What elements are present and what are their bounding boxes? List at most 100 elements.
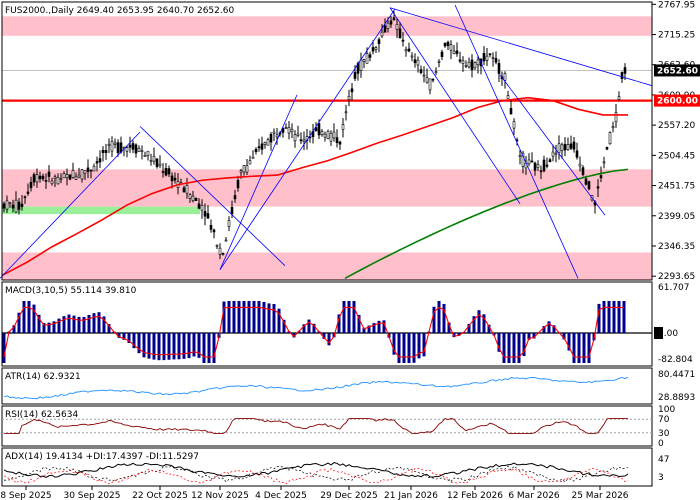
macd-bar [567, 333, 571, 351]
macd-bar [87, 314, 91, 333]
macd-bar [17, 312, 21, 333]
candle-body [395, 24, 399, 30]
macd-bar [267, 303, 271, 333]
macd-bar [182, 333, 186, 359]
candle-body [620, 72, 624, 79]
candle-body [428, 78, 432, 91]
macd-tick-label: -82.804 [658, 355, 693, 365]
candle-body [50, 180, 54, 184]
zone-mask [200, 206, 652, 215]
price-tick-label: 2715.25 [658, 31, 695, 41]
candle-body [185, 185, 189, 194]
candle-body [257, 146, 261, 149]
macd-bar [82, 316, 86, 333]
candle-body [302, 139, 306, 142]
candle-body [62, 173, 66, 179]
candle-body [71, 170, 75, 178]
price-tick-label: 2504.45 [658, 151, 695, 161]
candle-body [368, 54, 372, 58]
candle-body [65, 174, 69, 178]
macd-bar [377, 320, 381, 333]
macd-bar [72, 315, 76, 333]
candle-body [170, 175, 174, 182]
macd-bar [227, 301, 231, 333]
candle-body [353, 72, 357, 79]
candle-body [599, 175, 603, 179]
candle-body [248, 160, 252, 165]
candle-body [518, 154, 522, 157]
macd-bar [282, 319, 286, 333]
candle-body [539, 170, 543, 173]
macd-bar [397, 333, 401, 363]
candle-body [110, 141, 114, 152]
candle-body [434, 71, 438, 74]
macd-bar [367, 325, 371, 333]
candle-body [104, 150, 108, 153]
candle-body [542, 159, 546, 172]
macd-bar [562, 333, 566, 340]
macd-bar [97, 312, 101, 333]
candle-body [89, 169, 93, 172]
macd-bar [602, 301, 606, 333]
candle-body [86, 167, 90, 172]
macd-histogram [2, 301, 626, 363]
candle-body [152, 155, 156, 162]
macd-bar [442, 303, 446, 333]
candle-body [251, 156, 255, 159]
candle-body [68, 174, 72, 180]
macd-bar [482, 314, 486, 333]
candle-body [299, 139, 303, 142]
panel-title-atr: ATR(14) 62.9321 [5, 372, 81, 382]
candle-body [545, 164, 549, 167]
candles [2, 11, 627, 260]
macd-bar [52, 321, 56, 333]
candle-body [8, 202, 12, 204]
candle-body [497, 63, 501, 74]
candle-body [44, 180, 48, 182]
macd-bar [412, 333, 416, 363]
price-tick-label: 2346.35 [658, 242, 695, 252]
candle-body [596, 186, 600, 189]
candle-body [200, 205, 204, 211]
candle-body [113, 142, 117, 145]
candle-body [260, 143, 264, 150]
candle-body [563, 143, 567, 151]
candle-body [32, 174, 36, 183]
x-tick-label: 8 Sep 2025 [0, 491, 51, 500]
candle-body [98, 158, 102, 163]
atr-tick-label: 28.8893 [658, 393, 695, 403]
candle-body [47, 171, 51, 177]
candle-body [155, 158, 159, 167]
macd-bar [32, 304, 36, 333]
candle-body [575, 150, 579, 158]
candle-body [242, 165, 246, 173]
x-tick-label: 6 Mar 2026 [508, 491, 560, 500]
x-tick-label: 21 Jan 2026 [384, 491, 438, 500]
macd-bar [107, 323, 111, 333]
macd-bar [382, 320, 386, 333]
candle-body [581, 167, 585, 175]
candle-body [404, 49, 408, 52]
candle-body [74, 176, 78, 180]
candle-body [146, 150, 150, 156]
candle-body [236, 180, 240, 189]
macd-bar [467, 323, 471, 333]
candle-body [92, 166, 96, 172]
atr-tick-label: 80.4471 [658, 370, 695, 380]
candle-body [194, 197, 198, 201]
candle-body [431, 78, 435, 81]
candle-body [239, 170, 243, 173]
level-label: 2600.00 [657, 97, 698, 107]
candle-body [506, 95, 510, 99]
candle-body [107, 143, 111, 146]
candle-body [11, 204, 15, 209]
x-tick-label: 22 Oct 2025 [132, 491, 188, 500]
candle-body [149, 160, 153, 162]
x-tick-label: 29 Dec 2025 [320, 491, 378, 500]
macd-bar [517, 333, 521, 363]
candle-body [371, 47, 375, 52]
candle-body [419, 69, 423, 74]
candle-body [452, 50, 456, 55]
macd-bar [272, 303, 276, 333]
